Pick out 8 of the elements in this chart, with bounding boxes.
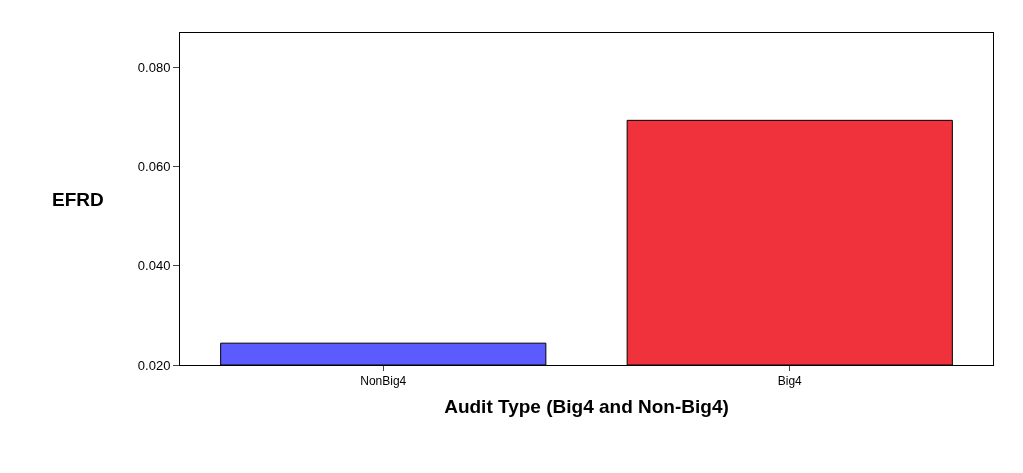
y-axis-title: EFRD xyxy=(52,189,104,210)
y-tick-label: 0.040 xyxy=(137,258,171,274)
y-tick-label: 0.020 xyxy=(137,357,171,373)
y-tick-label: 0.060 xyxy=(137,159,171,175)
x-axis-title: Audit Type (Big4 and Non-Big4) xyxy=(444,396,729,418)
x-tick-label: NonBig4 xyxy=(360,374,407,389)
x-tick-label: Big4 xyxy=(777,374,803,389)
y-tick-label: 0.080 xyxy=(137,59,171,75)
